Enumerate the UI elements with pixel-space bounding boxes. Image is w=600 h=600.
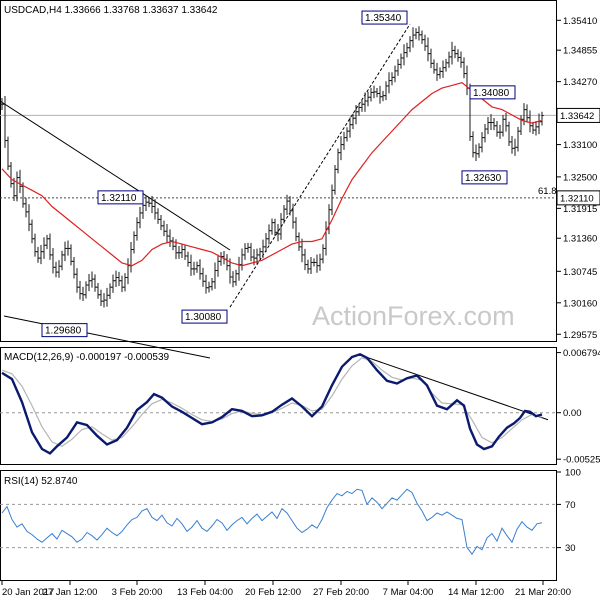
price-chart-title: USDCAD,H4 1.33666 1.33768 1.33637 1.3364…	[4, 5, 218, 16]
price-gridlines: 61.8	[0, 114, 557, 199]
rsi-chart-title: RSI(14) 52.8740	[4, 476, 78, 487]
x-tick-label: 14 Mar 12:00	[448, 587, 504, 598]
macd-trendline	[357, 353, 549, 421]
channel-low-level-label: 1.29680	[45, 326, 82, 337]
rsi-y-tick-label: 100	[565, 468, 581, 479]
rsi-y-tick-label: 30	[565, 543, 576, 554]
price-candles	[0, 26, 544, 308]
swing-low-level-box	[181, 309, 228, 324]
rising-trendline-dashed	[229, 23, 411, 308]
macd-y-tick-label: 0.006794	[563, 348, 600, 359]
price-axis: 1.354101.348551.342701.337151.331001.325…	[556, 16, 600, 341]
price-y-tick-label: 1.34855	[563, 46, 597, 57]
x-tick-label: 20 Jan 2017	[2, 587, 54, 598]
recent-high-level-label: 1.34080	[473, 88, 510, 99]
price-y-tick-label: 1.30160	[563, 298, 597, 309]
rsi-series	[1, 488, 543, 555]
last-price-tag-label: 1.33642	[560, 111, 594, 122]
level-tag-label: 1.32110	[560, 193, 594, 204]
price-y-tick-label: 1.31360	[563, 234, 597, 245]
price-y-tick-label: 1.29575	[563, 330, 597, 341]
macd-y-tick-label: -0.005254	[563, 455, 600, 466]
price-y-tick-label: 1.30745	[563, 267, 597, 278]
level-label-left-label: 1.32110	[101, 193, 137, 204]
last-price-tag	[556, 107, 600, 123]
x-tick-label: 27 Jan 12:00	[43, 587, 98, 598]
x-tick-label: 3 Feb 20:00	[112, 587, 163, 598]
rsi-y-tick-label: 70	[565, 500, 576, 511]
macd-series	[1, 353, 543, 455]
price-level-boxes: 1.35340 1.34080 1.32630 1.32110 1.30080 1.296…	[41, 10, 516, 338]
recent-low-level-label: 1.32630	[465, 173, 502, 184]
macd-chart-title: MACD(12,26,9) -0.000197 -0.000539	[4, 352, 170, 363]
price-y-tick-label: 1.33100	[563, 140, 597, 151]
level-tag	[556, 190, 600, 206]
x-tick-label: 7 Mar 04:00	[383, 587, 434, 598]
price-y-tick-label: 1.31915	[563, 204, 597, 215]
high-level-box	[361, 10, 408, 25]
x-tick-label: 27 Feb 20:00	[313, 587, 369, 598]
price-annotations	[0, 23, 411, 359]
fib-label: 61.8	[538, 186, 557, 197]
x-tick-label: 21 Mar 20:00	[515, 587, 571, 598]
macd-layer: 0.006794 0.00 -0.005254	[0, 348, 600, 466]
macd-y-tick-label: 0.00	[563, 408, 582, 419]
price-y-tick-label: 1.34270	[563, 77, 597, 88]
recent-high-level-box	[469, 85, 516, 100]
ema-line	[1, 82, 543, 267]
channel-low-level-box	[41, 323, 88, 338]
swing-low-level-label: 1.30080	[185, 312, 222, 323]
rsi-layer: 100 70 30	[0, 468, 581, 555]
price-panel-frame	[0, 0, 557, 342]
watermark: ActionForex.com	[312, 301, 515, 331]
level-label-left-box	[97, 190, 144, 205]
high-level-label: 1.35340	[365, 13, 402, 24]
recent-low-level-box	[461, 170, 508, 185]
channel-lower-line	[3, 315, 211, 359]
macd-panel-frame	[0, 347, 557, 465]
ema-series	[1, 82, 543, 267]
rsi-panel-frame	[0, 470, 557, 581]
price-y-tick-label: 1.32500	[563, 172, 597, 183]
descending-trendline	[0, 100, 231, 251]
price-y-tick-label: 1.35410	[563, 16, 597, 27]
x-tick-label: 20 Feb 12:00	[245, 587, 301, 598]
x-tick-label: 13 Feb 04:00	[177, 587, 233, 598]
